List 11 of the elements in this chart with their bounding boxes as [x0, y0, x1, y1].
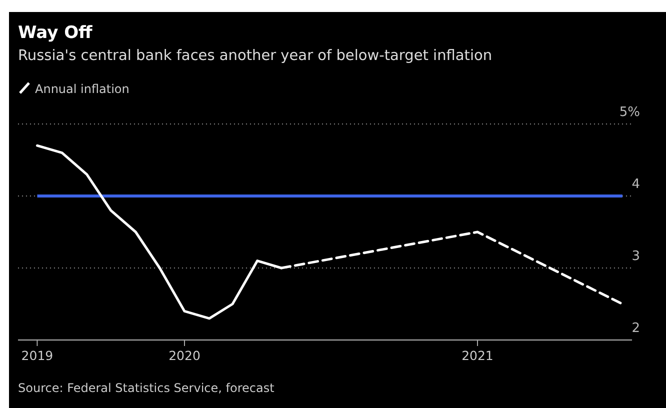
legend-label: Annual inflation	[35, 82, 130, 96]
chart-title: Way Off	[18, 23, 93, 43]
x-tick-label: 2020	[168, 348, 200, 363]
x-tick-label: 2021	[462, 348, 494, 363]
source-note: Source: Federal Statistics Service, forecast	[18, 381, 275, 395]
chart-subtitle: Russia's central bank faces another year of below-target inflation	[18, 48, 492, 64]
x-tick-label: 2019	[21, 348, 54, 363]
y-tick-label: 2	[632, 321, 640, 336]
y-tick-label: 4	[632, 177, 640, 192]
y-tick-label: 5%	[619, 105, 640, 120]
y-tick-label: 3	[632, 249, 640, 264]
